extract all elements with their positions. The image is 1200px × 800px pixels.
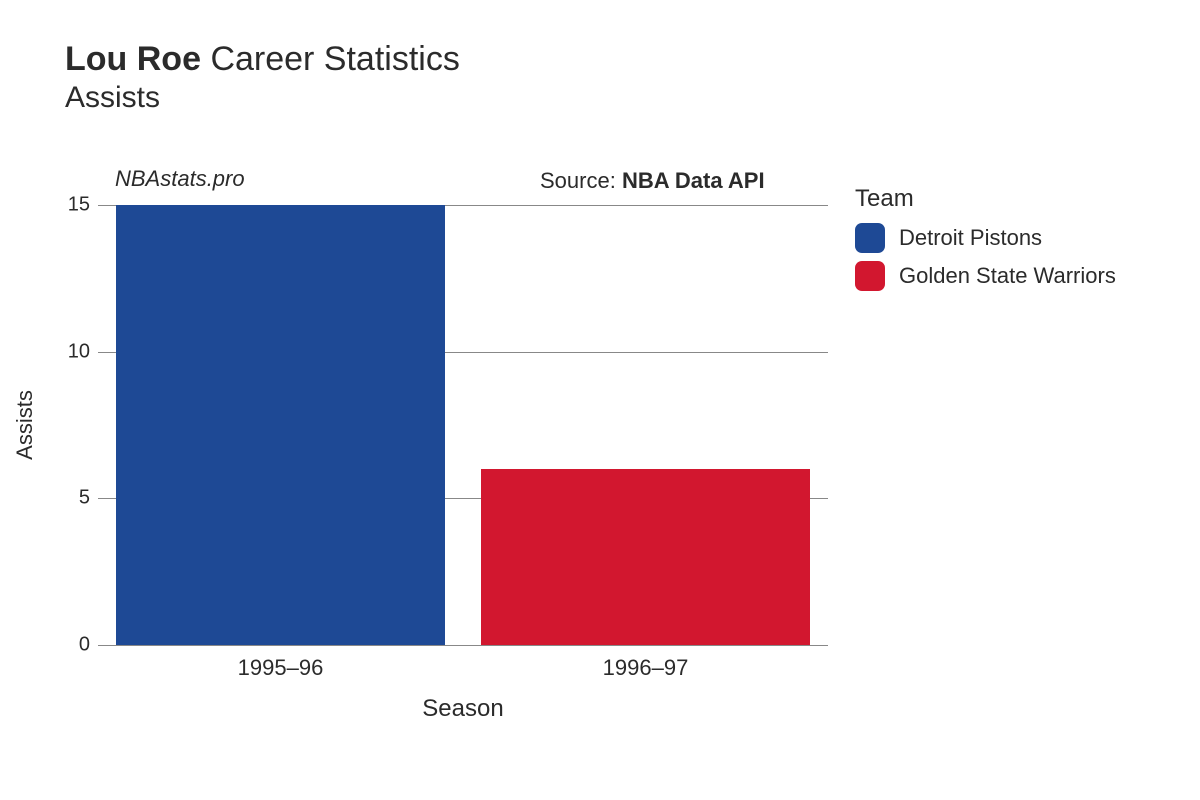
legend-title: Team (855, 185, 1116, 213)
y-tick-label: 5 (58, 487, 90, 510)
source-text: Source: NBA Data API (540, 168, 765, 194)
legend-item: Golden State Warriors (855, 261, 1116, 291)
bar (481, 469, 810, 645)
legend-label: Golden State Warriors (899, 263, 1116, 289)
chart-container: Lou Roe Career Statistics Assists NBAsta… (0, 0, 1200, 800)
bar (116, 205, 445, 645)
chart-subtitle: Assists (65, 81, 460, 115)
plot-area (98, 205, 828, 645)
x-axis-title: Season (422, 695, 503, 723)
legend-item: Detroit Pistons (855, 223, 1116, 253)
legend-items: Detroit Pistons Golden State Warriors (855, 223, 1116, 291)
x-tick-label: 1996–97 (603, 655, 689, 681)
source-name: NBA Data API (622, 168, 765, 193)
legend-swatch (855, 223, 885, 253)
source-prefix: Source: (540, 168, 622, 193)
legend-label: Detroit Pistons (899, 225, 1042, 251)
title-suffix: Career Statistics (210, 40, 459, 78)
attribution-text: NBAstats.pro (115, 166, 245, 192)
y-axis-title: Assists (12, 390, 38, 460)
y-tick-label: 0 (58, 634, 90, 657)
y-tick-label: 10 (58, 340, 90, 363)
legend: Team Detroit Pistons Golden State Warrior… (855, 185, 1116, 299)
player-name: Lou Roe (65, 40, 201, 78)
y-tick-label: 15 (58, 194, 90, 217)
title-block: Lou Roe Career Statistics Assists (65, 40, 460, 115)
legend-swatch (855, 261, 885, 291)
chart-title: Lou Roe Career Statistics (65, 40, 460, 79)
x-tick-label: 1995–96 (238, 655, 324, 681)
grid-line (98, 645, 828, 646)
